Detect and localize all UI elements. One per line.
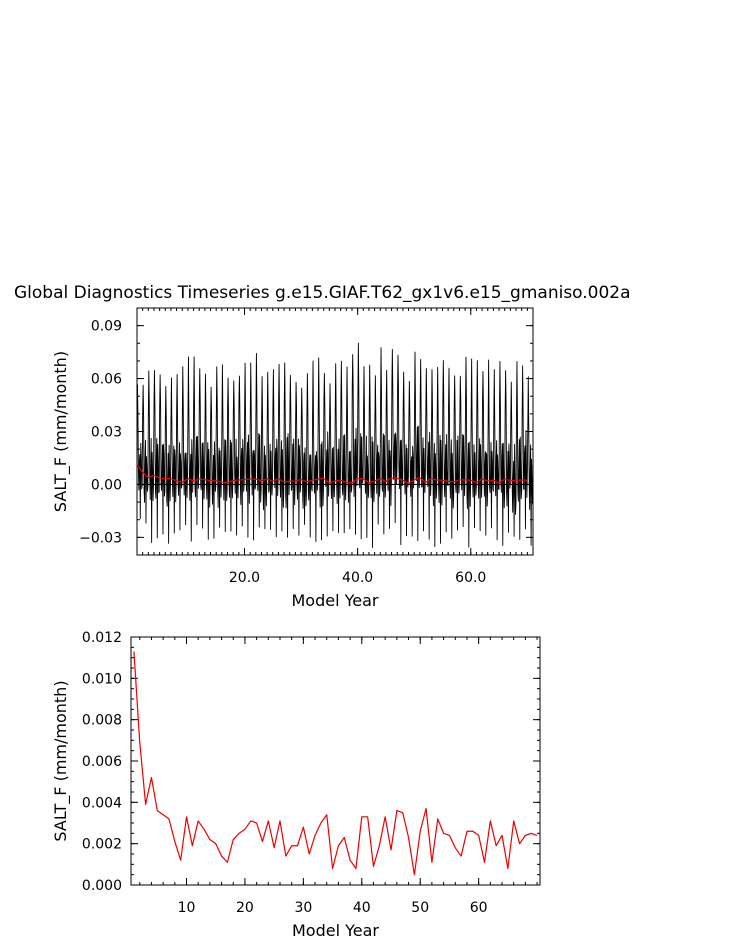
top-y-tick-label: 0.03 — [91, 425, 122, 441]
bottom-annual-mean-series-line — [133, 651, 538, 876]
top-annual-mean-series-line — [136, 464, 528, 485]
top-x-tick-label: 20.0 — [229, 570, 260, 586]
bottom-y-axis-title: SALT_F (mm/month) — [51, 680, 71, 841]
bottom-plot: 10 20 30 40 50 60 0.000 0.002 0.004 0.006 0.008 0.0… — [51, 630, 541, 940]
top-y-tick-label: −0.03 — [79, 530, 122, 546]
bottom-y-tick-label: 0.002 — [82, 837, 122, 853]
bottom-x-tick-label: 50 — [411, 900, 429, 916]
top-x-tick-label: 40.0 — [342, 570, 373, 586]
top-y-axis-title: SALT_F (mm/month) — [51, 351, 71, 512]
chart-title: Global Diagnostics Timeseries g.e15.GIAF… — [14, 283, 631, 303]
bottom-x-tick-label: 40 — [353, 900, 371, 916]
top-x-tick-label: 60.0 — [455, 570, 486, 586]
bottom-x-tick-label: 60 — [470, 900, 488, 916]
top-y-tick-label: 0.06 — [91, 372, 122, 388]
bottom-y-tick-label: 0.004 — [82, 795, 122, 811]
bottom-x-tick-label: 10 — [178, 900, 196, 916]
bottom-y-tick-label: 0.000 — [82, 878, 122, 894]
bottom-y-tick-label: 0.012 — [82, 630, 122, 646]
bottom-x-axis-title: Model Year — [292, 921, 379, 940]
bottom-y-tick-label: 0.006 — [82, 754, 122, 770]
top-x-axis-title: Model Year — [292, 591, 379, 610]
top-plot: 20.0 40.0 60.0 −0.03 0.00 0.03 0.06 0.09 Model Y… — [51, 307, 534, 610]
bottom-y-tick-label: 0.008 — [82, 713, 122, 729]
bottom-x-tick-label: 30 — [294, 900, 312, 916]
bottom-x-tick-label: 20 — [236, 900, 254, 916]
top-y-tick-label: 0.00 — [91, 477, 122, 493]
top-monthly-series-line — [136, 342, 534, 549]
bottom-y-tick-label: 0.010 — [82, 671, 122, 687]
top-y-tick-label: 0.09 — [91, 319, 122, 335]
